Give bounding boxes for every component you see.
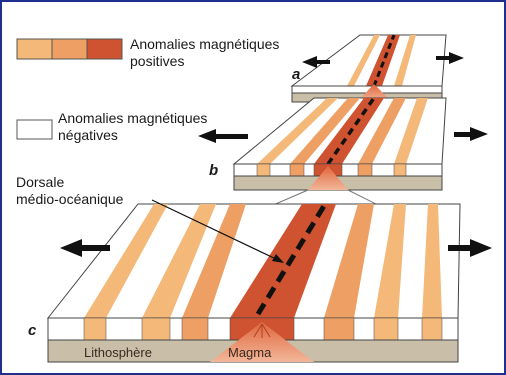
magma-rising-marks (253, 323, 271, 338)
block-c: c Lithosphère Magma (28, 203, 492, 363)
block-c-crust-stripe-1 (83, 317, 107, 341)
legend-negative-label-line2: négatives (58, 127, 118, 143)
block-b-stripe-2 (290, 98, 360, 164)
magma-label: Magma (228, 345, 272, 360)
block-b-magma (308, 166, 348, 190)
block-b-stripe-4 (394, 98, 428, 164)
legend-swatch-negative (16, 119, 53, 140)
block-c-crust-stripe-3 (181, 317, 209, 341)
ridge-leader-line (151, 199, 279, 261)
stage-letter-c: c (28, 322, 37, 339)
stage-letter-b: b (209, 162, 218, 179)
block-c-stripe-3 (182, 204, 246, 318)
block-c-stripe-5 (374, 204, 406, 318)
block-a-arrow-left (302, 56, 330, 68)
legend-positive-label-line2: positives (130, 53, 184, 69)
block-a: a (290, 34, 464, 103)
block-c-magma (210, 322, 314, 362)
block-b-arrow-left (198, 129, 248, 143)
block-a-ridge-axis (372, 34, 396, 87)
block-c-crust-stripe-4 (323, 317, 355, 341)
block-c-stripe-1 (84, 204, 168, 318)
block-b-crust-stripe-1 (256, 163, 271, 177)
block-c-arrow-right (448, 239, 492, 257)
block-b: b (198, 96, 488, 191)
legend-swatch-positive-mid (51, 38, 88, 60)
ridge-leader-arrowhead (272, 254, 284, 263)
block-c-crust-stripe-5 (373, 317, 399, 341)
stage-letter-a: a (292, 66, 300, 83)
block-b-ridge-axis (326, 96, 376, 166)
legend-negative-label-line1: Anomalies magnétiques (58, 110, 207, 126)
block-c-crust-stripe-2 (141, 317, 171, 341)
block-a-stripe-left (347, 35, 380, 86)
ridge-label-line1: Dorsale (16, 174, 64, 190)
legend-swatch-positive-dark (86, 38, 123, 60)
block-b-arrow-right (454, 127, 488, 141)
block-b-stripe-3 (358, 98, 406, 164)
block-a-stripe-right (394, 35, 416, 86)
ridge-annotation: Dorsale médio-océanique (16, 174, 284, 263)
block-c-ridge-axis (255, 204, 327, 316)
block-c-stripe-6 (422, 204, 442, 318)
block-a-arrow-right (436, 52, 464, 64)
block-b-crust-stripe-3 (357, 163, 373, 177)
block-c-crust-stripe-6 (421, 317, 443, 341)
block-a-stripe-center (366, 35, 400, 86)
legend-positive-label-line1: Anomalies magnétiques (130, 36, 279, 52)
lithosphere-label: Lithosphère (84, 345, 152, 360)
block-c-stripe-4 (324, 204, 374, 318)
ridge-label-line2: médio-océanique (16, 191, 124, 207)
legend: Anomalies magnétiques positives Anomalie… (16, 36, 279, 143)
block-b-crust-stripe-4 (393, 163, 407, 177)
block-c-stripe-2 (142, 204, 216, 318)
block-c-arrow-left (60, 239, 110, 257)
legend-swatch-positive-light (16, 38, 53, 60)
block-b-stripe-1 (257, 98, 338, 164)
block-b-crust-stripe-2 (289, 163, 305, 177)
